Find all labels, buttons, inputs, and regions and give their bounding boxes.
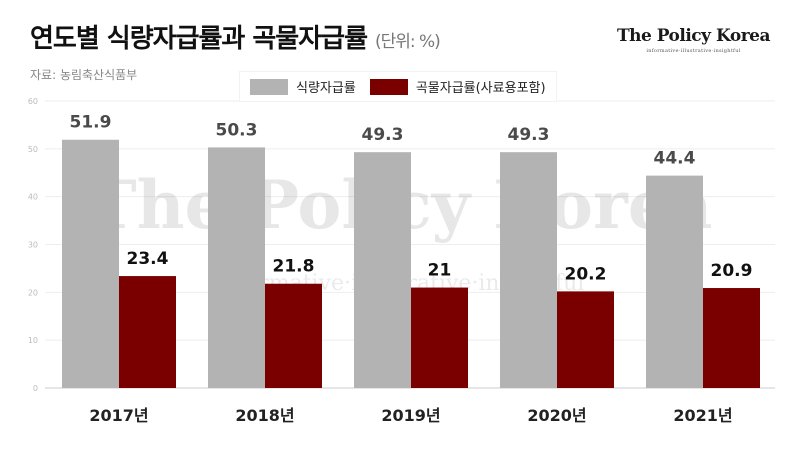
x-axis-labels: 2017년 2018년 2019년 2020년 2021년 (89, 406, 732, 425)
x-tick-label: 2020년 (527, 406, 586, 425)
y-tick-label: 30 (28, 241, 38, 250)
value-labels: 51.9 23.4 50.3 21.8 49.3 21 49.3 20.2 44.4 20.9 (70, 113, 753, 285)
x-tick-label: 2017년 (89, 406, 148, 425)
x-tick-label: 2018년 (235, 406, 294, 425)
bar-grain-self-sufficiency (119, 276, 176, 388)
bar-food-self-sufficiency (354, 152, 411, 388)
bar-food-self-sufficiency (208, 147, 265, 388)
legend-swatch-gray (250, 78, 288, 95)
bars (62, 139, 760, 388)
data-label: 49.3 (508, 125, 550, 145)
brand-logo: The Policy Korea informative·illustrativ… (616, 26, 771, 54)
data-label: 23.4 (127, 249, 169, 269)
y-tick-label: 20 (28, 288, 38, 297)
data-label: 50.3 (216, 120, 258, 140)
bar-food-self-sufficiency (62, 139, 119, 388)
legend-label: 곡물자급률(사료용포함) (415, 81, 546, 96)
y-tick-label: 40 (28, 193, 38, 202)
brand-tagline: informative·illustrative·insightful (646, 48, 741, 54)
legend: 식량자급률 곡물자급률(사료용포함) (240, 72, 556, 101)
bar-food-self-sufficiency (646, 175, 703, 388)
brand-name: The Policy Korea (616, 26, 771, 46)
y-tick-label: 60 (28, 97, 38, 106)
chart-title-text: 연도별 식량자급률과 곡물자급률 (30, 24, 368, 54)
data-label: 21 (428, 261, 452, 281)
data-label: 20.9 (711, 261, 753, 281)
data-label: 44.4 (654, 149, 696, 169)
data-label: 20.2 (565, 264, 607, 284)
legend-item-grain-self-sufficiency: 곡물자급률(사료용포함) (369, 77, 546, 96)
legend-swatch-darkred (369, 78, 408, 95)
bar-grain-self-sufficiency (703, 288, 760, 388)
legend-item-food-self-sufficiency: 식량자급률 (250, 77, 356, 96)
bar-grain-self-sufficiency (557, 291, 614, 388)
x-tick-label: 2019년 (381, 406, 440, 425)
data-label: 51.9 (70, 113, 112, 133)
data-label: 21.8 (273, 257, 315, 277)
data-label: 49.3 (362, 125, 404, 145)
y-tick-label: 10 (28, 336, 38, 345)
bar-grain-self-sufficiency (411, 287, 468, 388)
legend-label: 식량자급률 (296, 81, 356, 96)
y-tick-label: 50 (28, 145, 38, 154)
chart-unit: (단위: %) (374, 32, 441, 52)
y-axis-ticks: 0 10 20 30 40 50 60 (28, 97, 38, 393)
y-tick-label: 0 (33, 384, 38, 393)
chart-title: 연도별 식량자급률과 곡물자급률 (단위: %) (30, 18, 441, 55)
x-tick-label: 2021년 (673, 406, 732, 425)
bar-food-self-sufficiency (500, 152, 557, 388)
source-note: 자료: 농림축산식품부 (30, 68, 138, 82)
bar-grain-self-sufficiency (265, 283, 322, 388)
